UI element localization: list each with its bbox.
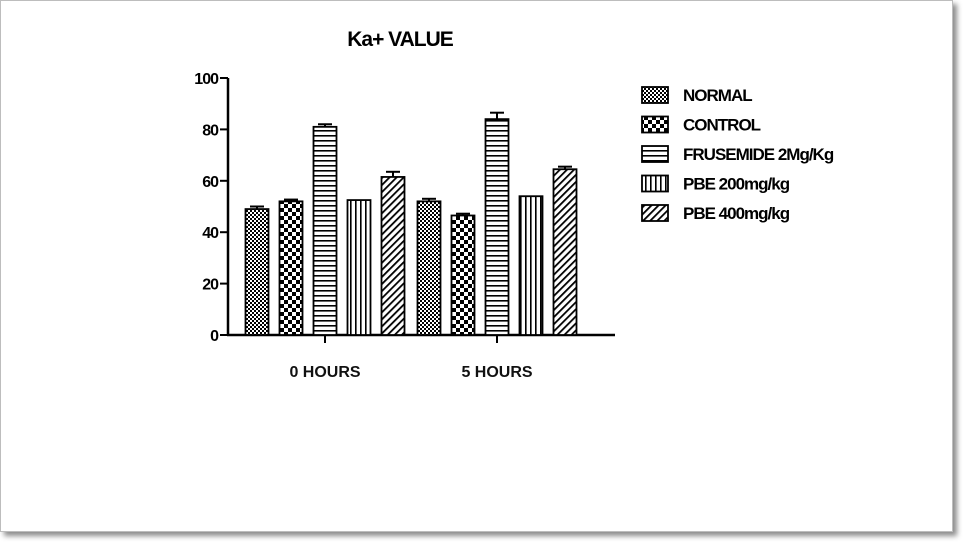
y-tick-label: 40 xyxy=(202,225,219,242)
legend-label: FRUSEMIDE 2Mg/Kg xyxy=(683,145,834,164)
legend-label: NORMAL xyxy=(683,86,752,105)
bar xyxy=(380,176,406,336)
bar xyxy=(484,118,510,336)
chart-frame xyxy=(0,0,953,532)
bar xyxy=(552,168,578,336)
y-tick-label: 60 xyxy=(202,174,219,191)
legend-swatch xyxy=(641,174,669,193)
legend: NORMAL CONTROL FRUSEMIDE 2Mg/Kg PBE 200mg/k… xyxy=(641,86,835,223)
legend-swatch xyxy=(641,204,669,222)
x-category-label: 5 HOURS xyxy=(461,364,532,381)
bar xyxy=(416,200,442,336)
chart-title: Ka+ VALUE xyxy=(347,28,454,51)
y-tick-label: 0 xyxy=(210,328,219,345)
bar xyxy=(346,199,372,336)
legend-swatch xyxy=(641,145,669,163)
bar xyxy=(278,200,304,336)
y-tick-label: 20 xyxy=(202,277,219,294)
bar xyxy=(518,195,544,336)
bar xyxy=(244,208,270,336)
legend-label: PBE 400mg/kg xyxy=(683,204,790,223)
legend-label: PBE 200mg/kg xyxy=(683,175,790,194)
bars xyxy=(244,111,578,336)
bar xyxy=(312,125,338,336)
y-tick-label: 80 xyxy=(202,122,219,139)
legend-swatch xyxy=(641,86,669,104)
y-tick-label: 100 xyxy=(194,71,219,88)
legend-label: CONTROL xyxy=(683,116,761,135)
legend-swatch xyxy=(641,115,669,134)
bar xyxy=(450,214,476,336)
x-category-label: 0 HOURS xyxy=(289,364,360,381)
